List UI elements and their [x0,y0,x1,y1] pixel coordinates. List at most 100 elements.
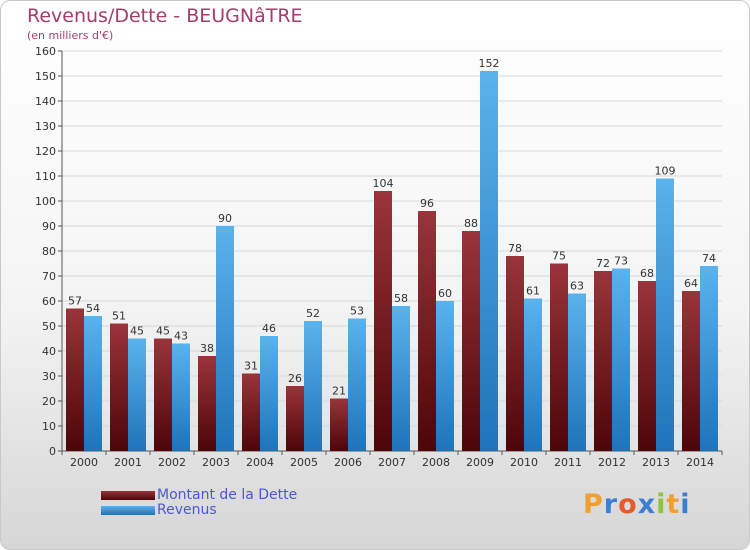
data-label-revenus: 61 [526,285,540,298]
bar-dette [638,281,656,451]
x-tick-label: 2014 [686,456,714,469]
bar-revenus [436,301,454,451]
logo-letter: x [637,489,657,520]
y-tick-label: 130 [35,120,56,133]
logo-letter: o [618,489,638,520]
y-tick-label: 110 [35,170,56,183]
bar-dette [154,338,172,451]
x-tick-label: 2000 [70,456,98,469]
data-label-dette: 96 [420,197,434,210]
x-tick-label: 2002 [158,456,186,469]
data-label-revenus: 152 [479,57,500,70]
x-tick-label: 2013 [642,456,670,469]
logo-letter: i [680,489,691,520]
chart-title: Revenus/Dette - BEUGNâTRE [27,5,303,27]
legend-swatch-dette [101,490,155,500]
data-label-revenus: 60 [438,287,452,300]
bar-dette [418,211,436,451]
data-label-revenus: 109 [655,165,676,178]
data-label-dette: 75 [552,250,566,263]
y-tick-label: 90 [42,220,56,233]
data-label-revenus: 74 [702,252,716,265]
chart-subtitle: (en milliers d'€) [27,29,114,42]
logo-letter: r [603,489,619,520]
logo-letter: P [583,489,604,520]
y-tick-label: 60 [42,295,56,308]
y-tick-label: 120 [35,145,56,158]
bar-revenus [568,293,586,451]
data-label-dette: 26 [288,372,302,385]
y-tick-label: 100 [35,195,56,208]
bar-revenus [656,178,674,451]
y-tick-label: 30 [42,370,56,383]
axes: 0 10 20 30 40 50 60 70 80 90 100 110 120 130 140 150 160… [35,45,723,469]
bar-revenus [172,343,190,451]
bar-dette [506,256,524,451]
y-tick-label: 80 [42,245,56,258]
bar-revenus [216,226,234,451]
bar-revenus [392,306,410,451]
bar-dette [242,373,260,451]
data-label-dette: 72 [596,257,610,270]
x-tick-label: 2003 [202,456,230,469]
data-label-dette: 78 [508,242,522,255]
bar-dette [66,308,84,451]
bar-revenus [524,298,542,451]
y-tick-label: 150 [35,70,56,83]
data-labels: 57 54 51 45 45 43 38 90 31 46 26 52 21 53 104 58 96 60 88 1… [68,57,716,398]
bar-revenus [480,71,498,451]
x-tick-label: 2008 [422,456,450,469]
logo-letter: i [656,489,667,520]
bar-dette [682,291,700,451]
bar-dette [198,356,216,451]
x-tick-label: 2011 [554,456,582,469]
data-label-dette: 68 [640,267,654,280]
bar-revenus [260,336,278,451]
bar-revenus [700,266,718,451]
bar-dette [330,398,348,451]
x-tick-label: 2009 [466,456,494,469]
legend-label-revenus: Revenus [157,502,217,518]
x-tick-label: 2005 [290,456,318,469]
data-label-revenus: 46 [262,322,276,335]
x-tick-label: 2006 [334,456,362,469]
data-label-revenus: 43 [174,330,188,343]
x-tick-label: 2001 [114,456,142,469]
y-tick-label: 160 [35,45,56,58]
data-label-dette: 45 [156,325,170,338]
x-tick-label: 2012 [598,456,626,469]
legend-item-revenus: Revenus [101,502,217,518]
proxiti-logo: Proxiti [583,489,691,520]
bar-dette [594,271,612,451]
y-tick-label: 0 [49,445,56,458]
data-label-dette: 88 [464,217,478,230]
data-label-revenus: 54 [86,302,100,315]
x-tick-label: 2004 [246,456,274,469]
data-label-revenus: 58 [394,292,408,305]
data-label-dette: 64 [684,277,698,290]
y-tick-label: 20 [42,395,56,408]
bar-dette [374,191,392,451]
bar-revenus [612,268,630,451]
bar-dette [286,386,304,451]
logo-letter: t [666,489,681,520]
data-label-dette: 38 [200,342,214,355]
bar-dette [550,263,568,451]
bars [66,71,718,451]
data-label-revenus: 53 [350,305,364,318]
data-label-dette: 104 [373,177,394,190]
data-label-dette: 31 [244,360,258,373]
data-label-revenus: 45 [130,325,144,338]
data-label-dette: 51 [112,310,126,323]
data-label-revenus: 63 [570,280,584,293]
data-label-revenus: 90 [218,212,232,225]
y-tick-label: 50 [42,320,56,333]
y-tick-label: 10 [42,420,56,433]
legend-label-dette: Montant de la Dette [157,487,298,503]
y-tick-label: 140 [35,95,56,108]
legend-item-dette: Montant de la Dette [101,487,298,503]
bar-revenus [304,321,322,451]
data-label-dette: 57 [68,295,82,308]
